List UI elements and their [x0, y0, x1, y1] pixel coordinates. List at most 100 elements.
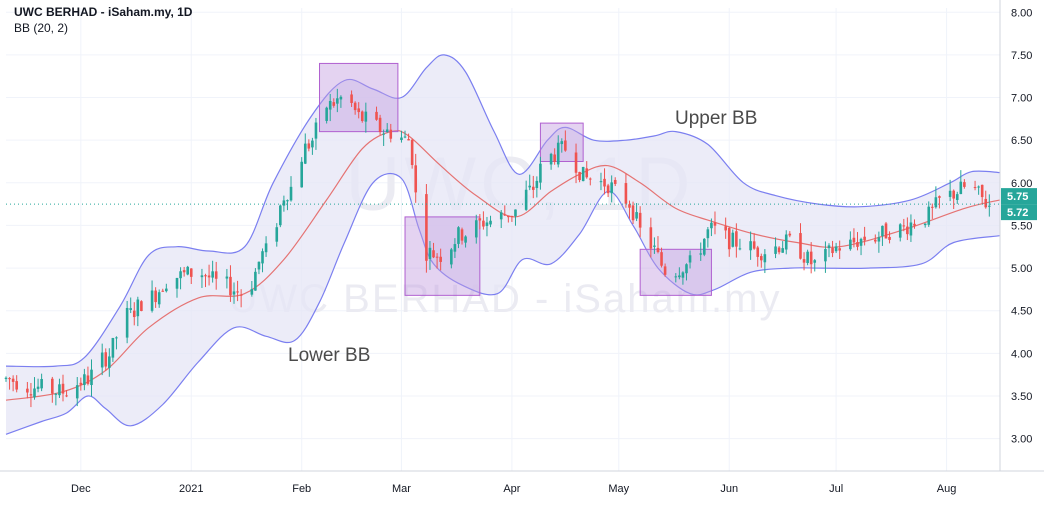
candle-body: [414, 165, 418, 193]
candle-body: [65, 395, 68, 397]
candle-body: [898, 224, 902, 238]
candle-body: [453, 244, 457, 252]
candle-body: [574, 152, 578, 173]
candle-body: [902, 225, 906, 227]
candle-body: [129, 308, 132, 310]
candle-body: [649, 227, 653, 249]
candle-body: [702, 238, 706, 255]
candle-body: [179, 271, 182, 279]
candle-body: [378, 117, 382, 133]
y-tick-label: 3.00: [1011, 434, 1032, 446]
candle-body: [275, 227, 279, 242]
price-tag-level: 5.75: [1007, 191, 1028, 203]
y-tick-label: 7.50: [1011, 50, 1032, 62]
candle-body: [827, 245, 831, 249]
y-tick-label: 5.50: [1011, 220, 1032, 232]
candle-body: [603, 178, 606, 187]
candle-body: [350, 94, 353, 103]
highlight-box: [639, 248, 712, 296]
candle-body: [200, 275, 204, 278]
candle-body: [439, 256, 442, 262]
candle-body: [948, 190, 952, 197]
candle-body: [403, 136, 407, 138]
candle-body: [289, 186, 293, 201]
candle-body: [257, 261, 261, 270]
candle-body: [931, 206, 934, 208]
candle-body: [838, 248, 841, 251]
candle-body: [410, 139, 414, 165]
candle-body: [154, 290, 157, 303]
candle-body: [731, 232, 735, 247]
candle-body: [624, 183, 628, 204]
candle-body: [311, 140, 314, 148]
candle-body: [474, 220, 478, 238]
candle-body: [264, 243, 268, 253]
x-tick-label: Jul: [829, 483, 843, 495]
x-tick-label: Jun: [720, 483, 738, 495]
candle-body: [507, 215, 510, 218]
candle-body: [752, 241, 756, 249]
candle-body: [824, 249, 827, 262]
candle-body: [435, 256, 439, 258]
candle-body: [328, 100, 332, 110]
candle-body: [364, 111, 368, 122]
candle-body: [510, 216, 514, 218]
candle-body: [150, 290, 154, 311]
candle-body: [706, 229, 710, 239]
candle-body: [29, 394, 33, 396]
candle-body: [36, 386, 40, 389]
candle-body: [560, 141, 564, 145]
candle-body: [923, 223, 927, 226]
candle-body: [140, 301, 143, 312]
candle-body: [503, 214, 507, 216]
candle-body: [863, 236, 866, 241]
candle-body: [535, 180, 539, 189]
candle-body: [813, 260, 817, 263]
candle-body: [606, 185, 610, 194]
candle-body: [539, 163, 542, 183]
highlight-box: [319, 62, 399, 133]
y-tick-label: 7.00: [1011, 93, 1032, 105]
candle-body: [713, 222, 717, 226]
upper-bb-label: Upper BB: [675, 108, 757, 129]
candle-body: [136, 299, 140, 317]
candle-body: [631, 205, 635, 221]
candle-body: [357, 108, 361, 113]
y-tick-label: 3.50: [1011, 391, 1032, 403]
candle-body: [874, 239, 877, 242]
candle-body: [125, 307, 129, 338]
candle-body: [735, 231, 738, 247]
candle-body: [482, 220, 485, 227]
x-tick-label: Apr: [503, 483, 520, 495]
candle-body: [325, 107, 328, 121]
candle-body: [4, 377, 8, 379]
candle-body: [913, 223, 916, 226]
candle-body: [906, 226, 909, 235]
candle-body: [40, 378, 43, 389]
x-tick-label: Mar: [392, 483, 411, 495]
candle-body: [250, 289, 254, 295]
candle-body: [610, 182, 613, 194]
candle-body: [635, 212, 638, 219]
candle-body: [375, 111, 378, 120]
candle-body: [980, 184, 984, 198]
candle-body: [460, 229, 464, 241]
candle-body: [678, 275, 681, 278]
x-tick-label: Dec: [71, 483, 91, 495]
candle-body: [802, 259, 806, 263]
candle-body: [653, 245, 656, 247]
candle-body: [464, 236, 467, 243]
candle-body: [104, 352, 108, 367]
highlight-box: [404, 216, 481, 296]
candle-body: [175, 277, 179, 289]
x-tick-label: Feb: [292, 483, 311, 495]
candle-body: [389, 129, 393, 139]
y-tick-label: 5.00: [1011, 263, 1032, 275]
candle-body: [856, 242, 859, 247]
y-tick-label: 8.00: [1011, 7, 1032, 19]
candle-body: [353, 102, 357, 111]
candle-body: [524, 189, 528, 210]
candle-body: [859, 238, 863, 246]
candle-body: [724, 226, 727, 231]
candle-body: [599, 181, 603, 183]
